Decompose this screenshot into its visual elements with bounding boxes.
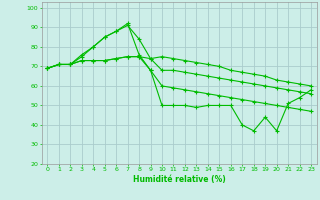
X-axis label: Humidité relative (%): Humidité relative (%)	[133, 175, 226, 184]
